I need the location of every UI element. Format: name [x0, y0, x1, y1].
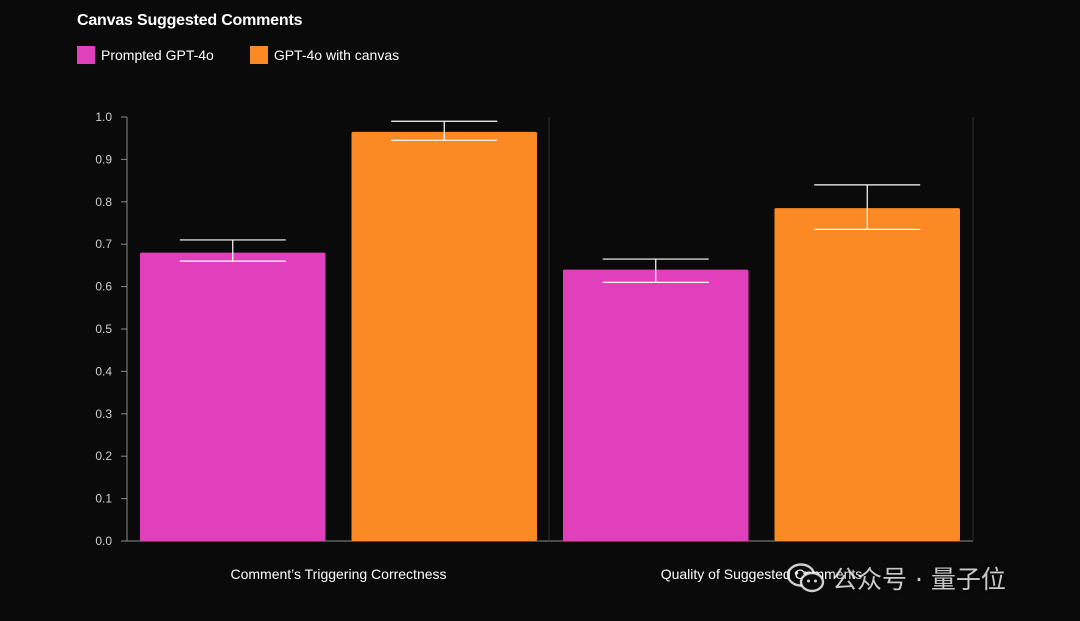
y-tick-label-1: 0.1 — [95, 492, 112, 506]
watermark-text: 公众号 · 量子位 — [832, 565, 1006, 594]
legend-item-canvas: GPT-4o with canvas — [249, 46, 400, 64]
x-category-label-0: Comment’s Triggering Correctness — [230, 566, 446, 582]
y-tick-label-4: 0.4 — [95, 364, 112, 378]
bar-canvas-0 — [351, 131, 537, 541]
watermark: 公众号 · 量子位 — [786, 560, 1006, 596]
y-tick-label-9: 0.9 — [95, 152, 112, 166]
bar-prompted-0 — [140, 252, 326, 541]
bar-prompted-1 — [563, 269, 749, 541]
legend-label-prompted: Prompted GPT-4o — [101, 47, 214, 63]
y-tick-label-2: 0.2 — [95, 449, 112, 463]
y-tick-label-3: 0.3 — [95, 407, 112, 421]
y-tick-label-0: 0.0 — [95, 534, 112, 548]
legend-label-canvas: GPT-4o with canvas — [273, 47, 400, 63]
legend-swatch-prompted — [77, 46, 95, 64]
wechat-icon — [786, 563, 825, 593]
y-tick-label-10: 1.0 — [95, 110, 112, 124]
legend-item-prompted: Prompted GPT-4o — [77, 46, 214, 64]
y-tick-label-5: 0.5 — [95, 322, 112, 336]
bar-canvas-1 — [774, 208, 960, 541]
y-tick-label-6: 0.6 — [95, 280, 112, 294]
legend: Prompted GPT-4o GPT-4o with canvas — [77, 46, 399, 64]
y-tick-label-7: 0.7 — [95, 237, 112, 251]
chart-title: Canvas Suggested Comments — [77, 12, 303, 29]
legend-swatch-canvas — [249, 46, 268, 64]
y-tick-label-8: 0.8 — [95, 195, 112, 209]
